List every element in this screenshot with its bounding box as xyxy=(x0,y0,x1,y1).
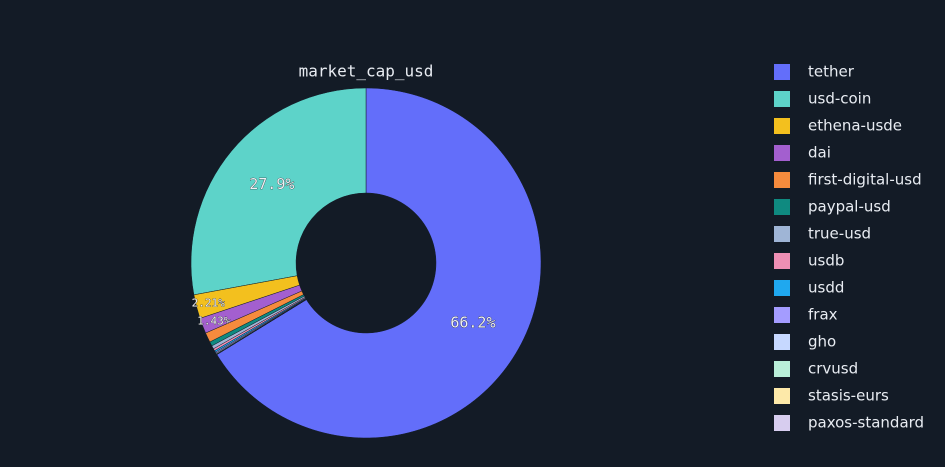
legend-label: true-usd xyxy=(808,225,871,243)
legend-label: first-digital-usd xyxy=(808,171,922,189)
legend-label: usdb xyxy=(808,252,844,270)
pie-slice xyxy=(199,284,303,334)
legend-swatch xyxy=(774,145,790,161)
legend-label: gho xyxy=(808,333,836,351)
pie-slice xyxy=(205,290,304,343)
legend-label: usdd xyxy=(808,279,844,297)
pie-slice xyxy=(216,87,542,439)
legend-label: paxos-standard xyxy=(808,414,924,432)
legend-swatch xyxy=(774,280,790,296)
legend-label: stasis-eurs xyxy=(808,387,889,405)
legend-swatch xyxy=(774,118,790,134)
legend-label: usd-coin xyxy=(808,90,871,108)
legend-label: dai xyxy=(808,144,831,162)
legend-label: paypal-usd xyxy=(808,198,891,216)
legend-swatch xyxy=(774,334,790,350)
legend-label: crvusd xyxy=(808,360,858,378)
chart-title: market_cap_usd xyxy=(299,62,434,81)
legend-swatch xyxy=(774,307,790,323)
value-label: 1.43% xyxy=(197,314,230,327)
legend-swatch xyxy=(774,415,790,431)
legend-swatch xyxy=(774,91,790,107)
legend-swatch xyxy=(774,172,790,188)
legend-swatch xyxy=(774,361,790,377)
value-label: 2.21% xyxy=(192,297,225,310)
value-label: 27.9% xyxy=(249,175,294,193)
legend-label: ethena-usde xyxy=(808,117,902,135)
legend-label: frax xyxy=(808,306,838,324)
value-label: 66.2% xyxy=(450,313,495,331)
pie-slice xyxy=(216,299,307,355)
legend-swatch xyxy=(774,388,790,404)
legend-swatch xyxy=(774,253,790,269)
legend-swatch xyxy=(774,226,790,242)
legend-swatch xyxy=(774,199,790,215)
pie-slice xyxy=(193,275,300,319)
legend-swatch xyxy=(774,64,790,80)
pie-slice xyxy=(190,87,367,296)
legend-label: tether xyxy=(808,63,855,81)
